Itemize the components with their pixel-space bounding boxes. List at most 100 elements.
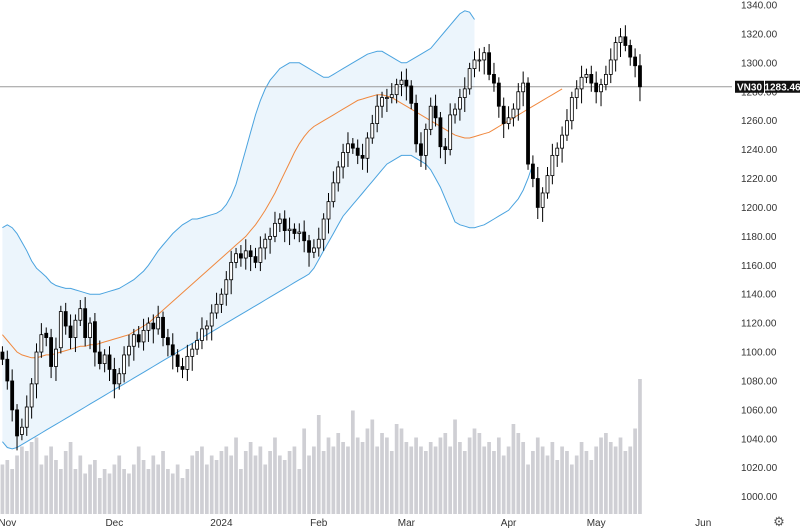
candle-body-down [404,79,409,87]
candle-body-up [399,79,404,85]
volume-bar [273,437,277,514]
candle-body-up [268,235,273,240]
volume-bar [477,433,482,514]
candle [63,302,68,335]
volume-bar [350,410,355,514]
candle [44,327,49,347]
volume-bar [122,469,126,514]
candle-body-down [68,325,73,338]
y-tick-label: 1280.00 [741,87,778,98]
volume-bar [316,415,321,514]
candle [209,304,214,341]
candle-body-down [302,231,307,242]
candle [165,328,170,357]
volume-bar [282,460,287,514]
candle-body-down [433,105,438,119]
candle [565,109,569,141]
volume-bar [297,469,302,514]
candle [34,343,39,399]
candle [78,299,83,327]
y-tick-label: 1040.00 [741,434,778,445]
volume-bar [628,446,633,514]
candle [409,80,414,110]
candle [492,62,496,92]
volume-bar [618,437,623,514]
candle-body-down [175,354,180,367]
candle-body-up [467,68,472,90]
x-tick-label: May [587,518,606,529]
volume-bar [579,442,584,514]
volume-bar [127,473,131,514]
volume-bar [180,478,185,514]
volume-bar [565,451,569,514]
candle [467,62,472,95]
volume-bar [107,473,112,514]
candle [243,239,248,270]
candle [88,317,92,350]
last-price-tag [765,80,800,93]
candle-body-down [112,368,117,385]
candle-body-up [311,247,316,253]
gear-icon[interactable]: ⚙ [773,514,785,529]
candle-body-up [423,128,428,156]
candle-body-down [10,380,15,411]
volume-bar [307,455,311,514]
volume-bar [88,464,92,514]
candle-body-up [380,97,384,107]
y-tick-label: 1120.00 [741,319,777,330]
volume-bar [190,455,195,514]
candle [599,78,603,107]
volume-bar [312,446,316,514]
candle [224,271,229,306]
volume-bar [375,446,380,514]
volume-bar [243,451,248,514]
candle-body-up [117,373,122,385]
volume-bar [360,442,365,514]
candle [384,88,389,113]
candle [380,91,384,118]
volume-bar [0,464,5,514]
candle-body-down [496,82,501,107]
candle-body-down [438,117,443,148]
candle [204,320,209,341]
candle [92,313,97,367]
volume-bar [68,442,73,514]
candle-body-up [477,59,482,62]
candle [389,83,394,104]
volume-bar [287,451,292,514]
candle [336,161,341,192]
candle [10,369,15,422]
volume-bar [195,451,199,514]
volume-bar [531,451,535,514]
volume-bar [49,446,53,514]
volume-bar [44,455,49,514]
candle-body-down [253,256,258,263]
candle [438,112,443,159]
candles [0,25,642,451]
candle-body-down [443,146,448,151]
candle [550,143,555,185]
y-tick-label: 1220.00 [741,174,778,185]
candle-body-up [472,59,477,70]
candle-body-down [589,74,594,84]
x-tick-label: Dec [105,518,123,529]
candle-body-up [287,228,292,231]
volume-bar [234,437,238,514]
volume-bar [185,469,190,514]
candle [375,94,380,133]
candle [263,233,268,260]
candle-body-up [24,406,29,428]
y-tick-label: 1000.00 [741,492,778,503]
candle [112,357,117,399]
volume-bar [112,464,117,514]
candle-body-down [136,334,141,343]
candle-body-down [248,250,253,258]
candle-body-up [321,218,326,240]
volume-bar [545,455,550,514]
volume-bar [341,442,345,514]
candle-body-up [229,261,234,281]
candle [151,314,156,344]
y-tick-label: 1020.00 [741,463,778,474]
last-price-value: 1283.46 [764,82,800,93]
